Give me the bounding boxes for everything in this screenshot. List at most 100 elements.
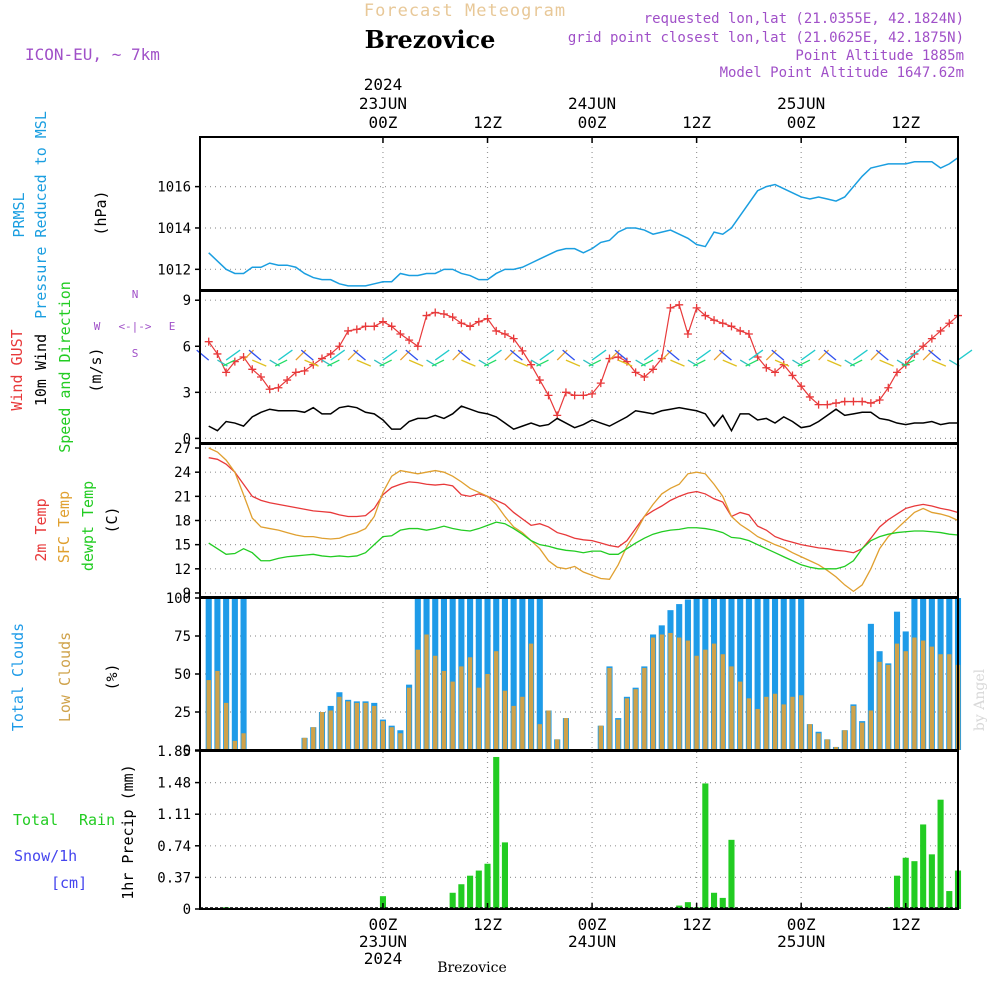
wind-direction-arrow [666, 349, 680, 361]
rain-bar [379, 896, 387, 909]
low-cloud-bar [354, 702, 360, 750]
time-label-top: 23JUN [359, 94, 407, 113]
low-cloud-bar [781, 704, 786, 750]
precip-label-rain: Rain [79, 811, 115, 829]
gust-point [683, 329, 692, 338]
low-cloud-bar [912, 637, 917, 750]
pressure-tick-label: 1012 [157, 262, 191, 278]
gust-point [248, 365, 257, 374]
gust-point [718, 319, 727, 328]
model-label: ICON-EU, ~ 7km [25, 45, 160, 64]
total-cloud-bar [780, 598, 787, 750]
low-cloud-bar [319, 712, 325, 750]
gust-point [500, 329, 509, 338]
low-cloud-bar [633, 689, 638, 750]
rain-bar [493, 756, 500, 909]
gust-point [866, 399, 875, 408]
wind-line [208, 405, 958, 433]
low-cloud-bar [642, 667, 647, 750]
gust-point [265, 385, 274, 394]
compass-n: N [132, 288, 139, 301]
gust-point [535, 376, 544, 385]
wind-tick-label: 3 [183, 385, 191, 401]
time-label-bottom: 00Z [787, 915, 816, 934]
compass-rose: N W <-|-> E S [94, 288, 176, 360]
pressure-frame [199, 136, 959, 291]
pressure-tick-label: 1014 [157, 221, 191, 237]
gust-point [352, 325, 361, 334]
wind-tick-label: 6 [183, 339, 191, 355]
gust-point [448, 313, 457, 322]
gust-point [370, 322, 379, 331]
low-cloud-bar [345, 701, 351, 750]
requested-coords: requested lon,lat (21.0355E, 42.1824N) [644, 11, 964, 27]
rain-bar [676, 905, 683, 909]
time-label-bottom: 23JUN [359, 932, 407, 951]
gust-point [326, 349, 335, 358]
gust-point [631, 368, 640, 377]
wind-direction-arrow [774, 359, 790, 367]
gust-point [805, 392, 814, 401]
low-cloud-bar [868, 710, 874, 750]
low-cloud-bar [406, 687, 412, 750]
gust-point [283, 376, 292, 385]
wind-direction-arrow [556, 349, 568, 361]
gust-point [544, 391, 553, 400]
low-cloud-bar [476, 687, 481, 750]
total-cloud-bar [223, 598, 230, 750]
wind-label-speed: Speed and Direction [56, 281, 74, 453]
low-cloud-bar [563, 718, 569, 750]
wind-direction-arrow [818, 349, 830, 361]
wind-direction-arrow [248, 349, 262, 361]
total-cloud-bar [536, 598, 543, 750]
point-altitude: Point Altitude 1885m [795, 48, 964, 64]
gust-point [893, 368, 902, 377]
precip-label-snow: Snow/1h [14, 847, 77, 865]
wind-tick-label: 0 [183, 431, 191, 447]
wind-direction-arrow [853, 349, 868, 361]
compass-e: E [169, 320, 176, 333]
low-cloud-bar [511, 705, 516, 750]
temp-side-labels: 2m Temp SFC Temp dewpt Temp (C) [32, 481, 121, 571]
wind-direction-arrow [399, 349, 411, 361]
low-cloud-bar [415, 649, 420, 750]
low-cloud-bar [894, 643, 900, 750]
wind-direction-arrow [875, 349, 889, 361]
pressure-label-desc: Pressure Reduced to MSL [32, 111, 50, 319]
wind-direction-arrow [196, 349, 210, 361]
wind-direction-arrow [823, 349, 837, 361]
gust-point [439, 310, 448, 319]
wind-label-gust: Wind GUST [8, 329, 26, 410]
low-cloud-bar [494, 651, 499, 750]
cloud-label-low: Low Clouds [56, 632, 74, 722]
low-cloud-bar [859, 722, 865, 750]
cloud-side-labels: Total Clouds Low Clouds (%) [9, 623, 121, 731]
total-cloud-bar [519, 598, 526, 750]
gust-point [335, 342, 344, 351]
gust-point [832, 399, 841, 408]
gust-point [797, 382, 806, 391]
low-cloud-bar [790, 696, 795, 750]
total-cloud-bar [449, 598, 456, 750]
low-cloud-bar [467, 657, 473, 750]
time-label-top: 2024 [364, 75, 403, 94]
gust-point [927, 334, 936, 343]
gust-point [762, 363, 771, 372]
low-cloud-bar [337, 696, 342, 750]
wind-direction-arrow [562, 349, 576, 361]
wind-direction-arrow [879, 359, 894, 367]
pressure-label-prmsl: PRMSL [10, 192, 28, 237]
total-cloud-bar [763, 598, 770, 750]
clouds-tick-label: 25 [174, 705, 191, 721]
temp-dewpt-line [208, 521, 959, 570]
total-cloud-bar [510, 598, 517, 750]
low-cloud-bar [546, 710, 551, 750]
wind-direction-arrow [614, 349, 628, 361]
temp-label-dewpt: dewpt Temp [79, 481, 97, 571]
wind-direction-arrow [565, 359, 581, 367]
temp-tick-label: 15 [174, 538, 191, 554]
gust-point [588, 389, 597, 398]
gust-point [492, 326, 501, 335]
low-cloud-bar [825, 739, 830, 750]
gust-point [518, 346, 527, 355]
